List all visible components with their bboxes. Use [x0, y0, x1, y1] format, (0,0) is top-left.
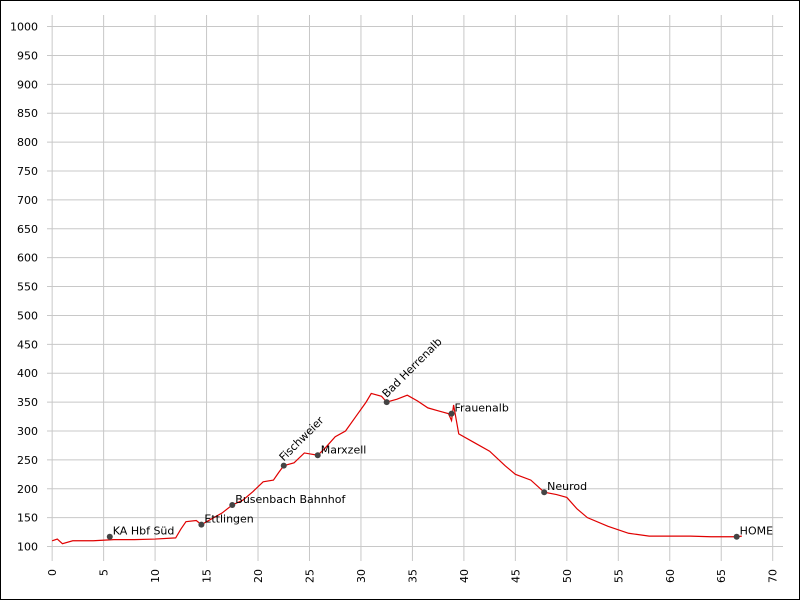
waypoint [733, 533, 740, 540]
waypoint-label: Ettlingen [204, 513, 253, 526]
y-tick-label: 300 [17, 425, 38, 438]
x-tick-label: 10 [149, 569, 162, 583]
y-tick-label: 850 [17, 107, 38, 120]
y-tick-label: 950 [17, 49, 38, 62]
waypoint [314, 452, 321, 459]
waypoint [383, 399, 390, 406]
y-tick-label: 900 [17, 78, 38, 91]
x-tick-label: 20 [252, 569, 265, 583]
y-tick-label: 600 [17, 252, 38, 265]
y-tick-label: 500 [17, 309, 38, 322]
x-tick-label: 50 [561, 569, 574, 583]
x-tick-label: 30 [355, 569, 368, 583]
y-tick-label: 350 [17, 396, 38, 409]
waypoint [280, 462, 287, 469]
x-tick-label: 15 [201, 569, 214, 583]
x-tick-label: 70 [767, 569, 780, 583]
x-tick-label: 60 [664, 569, 677, 583]
x-tick-label: 5 [98, 569, 111, 576]
y-tick-label: 150 [17, 512, 38, 525]
y-tick-label: 750 [17, 165, 38, 178]
y-tick-label: 400 [17, 367, 38, 380]
x-tick-label: 40 [458, 569, 471, 583]
y-tick-label: 450 [17, 338, 38, 351]
y-tick-label: 550 [17, 281, 38, 294]
x-tick-label: 0 [46, 569, 59, 576]
y-tick-label: 800 [17, 136, 38, 149]
y-tick-label: 200 [17, 483, 38, 496]
waypoint [448, 410, 455, 417]
y-tick-label: 700 [17, 194, 38, 207]
x-tick-label: 35 [406, 569, 419, 583]
elevation-line [51, 392, 742, 545]
waypoint-label: Busenbach Bahnhof [235, 493, 346, 506]
waypoint-label: HOME [740, 525, 773, 538]
y-tick-label: 1000 [10, 21, 38, 34]
y-tick-label: 650 [17, 223, 38, 236]
x-tick-label: 55 [612, 569, 625, 583]
waypoint [198, 521, 205, 528]
y-tick-label: 100 [17, 541, 38, 554]
waypoint [106, 533, 113, 540]
waypoint [541, 489, 548, 496]
waypoint-label: Marxzell [321, 443, 367, 456]
y-tick-label: 250 [17, 454, 38, 467]
x-tick-label: 25 [303, 569, 316, 583]
waypoint [229, 501, 236, 508]
x-tick-label: 65 [715, 569, 728, 583]
x-tick-label: 45 [509, 569, 522, 583]
waypoint-label: Frauenalb [455, 402, 509, 415]
waypoint-label: Neurod [547, 480, 587, 493]
waypoint-label: KA Hbf Süd [113, 525, 175, 538]
